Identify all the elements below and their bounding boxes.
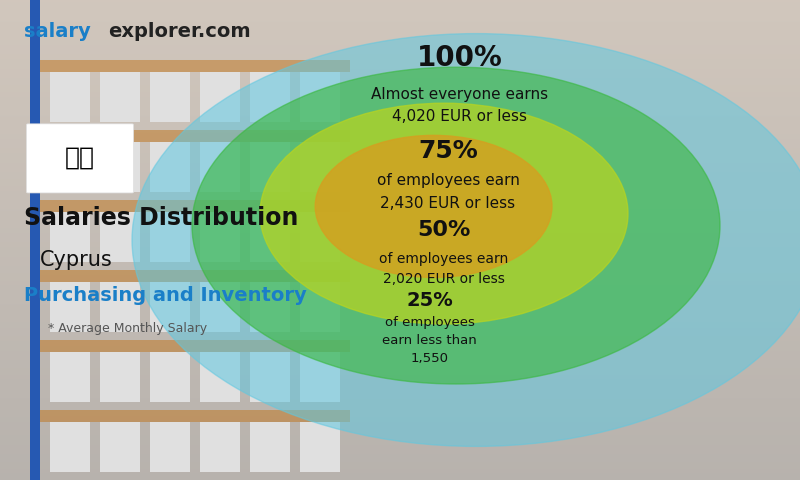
Text: of employees earn
2,430 EUR or less: of employees earn 2,430 EUR or less <box>377 173 519 211</box>
Text: 75%: 75% <box>418 139 478 163</box>
Text: Almost everyone earns
4,020 EUR or less: Almost everyone earns 4,020 EUR or less <box>371 87 549 124</box>
Text: explorer.com: explorer.com <box>108 22 250 41</box>
Text: 25%: 25% <box>406 290 453 310</box>
Text: of employees
earn less than
1,550: of employees earn less than 1,550 <box>382 316 477 365</box>
FancyBboxPatch shape <box>26 124 134 193</box>
Text: 100%: 100% <box>417 44 503 72</box>
Text: Cyprus: Cyprus <box>40 250 113 270</box>
Text: 50%: 50% <box>418 220 470 240</box>
Text: * Average Monthly Salary: * Average Monthly Salary <box>48 322 207 335</box>
Text: of employees earn
2,020 EUR or less: of employees earn 2,020 EUR or less <box>379 252 509 286</box>
Circle shape <box>192 67 720 384</box>
Text: salary: salary <box>24 22 90 41</box>
Circle shape <box>315 135 552 277</box>
Circle shape <box>132 34 800 446</box>
Circle shape <box>260 103 628 324</box>
Text: 🇨🇾: 🇨🇾 <box>65 145 95 169</box>
Text: Salaries Distribution: Salaries Distribution <box>24 206 298 230</box>
Text: Purchasing and Inventory: Purchasing and Inventory <box>24 286 306 305</box>
